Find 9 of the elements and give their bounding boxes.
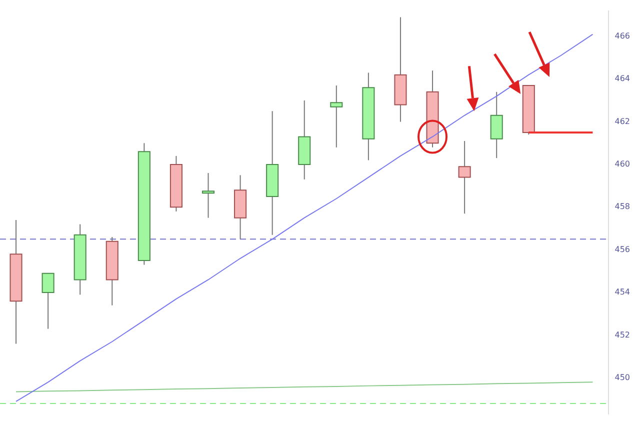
y-tick-label: 454 [614, 288, 630, 297]
y-tick-label: 460 [614, 160, 630, 169]
y-tick-label: 464 [614, 74, 630, 84]
y-tick-label: 458 [614, 202, 630, 212]
y-tick-label: 452 [614, 330, 630, 340]
y-tick-label: 466 [614, 31, 630, 40]
y-tick-label: 456 [614, 244, 630, 254]
y-tick-label: 450 [614, 372, 630, 382]
y-tick-label: 462 [614, 116, 630, 126]
